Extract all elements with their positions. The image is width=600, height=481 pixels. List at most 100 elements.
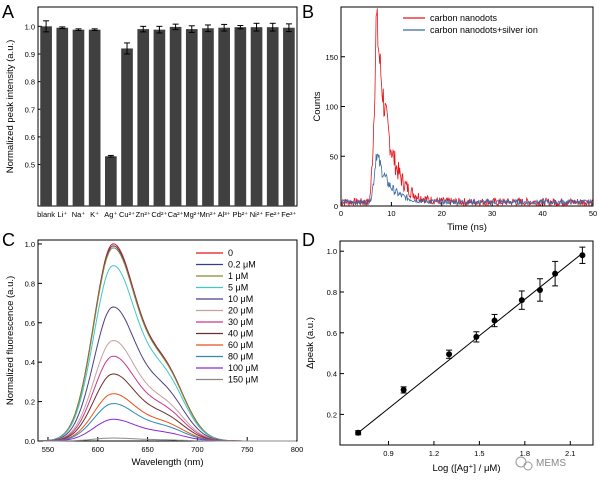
panel-a-bar [185, 29, 198, 206]
panel-a-category-label: Cd²⁺ [151, 210, 167, 219]
panel-b-xtick-label: 20 [438, 209, 446, 218]
panel-label-b: B [302, 2, 314, 22]
panel-a-bar [121, 48, 133, 207]
panel-c-emission-chart: 550 600 650 700 750 800 0.0 0.2 0.4 0.6 0.8 1.0 0 0.2… [5, 239, 303, 468]
panel-a-bar [202, 28, 214, 206]
panel-c-xtick-label: 550 [42, 445, 55, 454]
panel-a-category-label: Mg²⁺ [183, 210, 200, 219]
panel-d-data-point [355, 429, 362, 436]
panel-a-bar [56, 27, 69, 206]
panel-c-ytick-label: 0.4 [25, 358, 35, 367]
panel-a-category-label: Zn²⁺ [136, 210, 151, 219]
panel-a-category-label: Ag⁺ [104, 210, 117, 219]
panel-d-data-point [518, 297, 525, 304]
panel-c-xtick-label: 750 [241, 445, 254, 454]
panel-c-plot-frame [37, 239, 298, 442]
panel-d-xtick-label: 1.8 [520, 449, 530, 458]
panel-b-legend-label: carbon nanodots [430, 13, 498, 23]
panel-a-bar-chart: 0.5 0.6 0.7 0.8 0.9 1.0 blank Li⁺ Na⁺ K⁺ Ag⁺ Cu²⁺ Zn… [5, 6, 298, 219]
panel-c-ytick-label: 0.8 [25, 279, 35, 288]
panel-a-bar [234, 27, 247, 206]
panel-a-category-label: Li⁺ [57, 210, 67, 219]
watermark: MEMS [515, 456, 566, 471]
panel-c-legend-label: 0.2 μM [228, 260, 256, 270]
panel-d-xtick-label: 1.2 [429, 449, 439, 458]
panel-a-category-label: K⁺ [90, 210, 99, 219]
panel-c-ytick-label: 0.6 [25, 319, 35, 328]
panel-a-bar [72, 29, 85, 206]
panel-a-category-label: Na⁺ [72, 210, 86, 219]
panel-c-ytick-label: 0.0 [25, 437, 35, 446]
panel-d-data-point [536, 286, 543, 293]
panel-b-plot-frame [340, 6, 594, 207]
panel-a-category-label: Fe³⁺ [281, 210, 296, 219]
panel-c-legend-label: 5 μM [228, 283, 248, 293]
panel-c-series-line [42, 247, 296, 442]
panel-d-ytick-label: 1.0 [327, 247, 337, 256]
panel-d-ytick-label: 0.6 [327, 329, 337, 338]
panel-d-plot-frame [339, 240, 594, 446]
panel-label-c: C [2, 230, 15, 250]
panel-a-bar [218, 27, 230, 206]
panel-d-data-point [552, 270, 559, 277]
panel-b-ytick-label: 100 [325, 103, 338, 112]
panel-c-legend-label: 150 μM [228, 375, 258, 385]
panel-d-xtick-label: 0.9 [383, 449, 393, 458]
panel-c-legend-label: 80 μM [228, 352, 253, 362]
panel-c-legend-label: 40 μM [228, 329, 253, 339]
panel-d-ytick-label: 0.4 [327, 370, 337, 379]
panel-a-category-label: Fe²⁺ [265, 210, 280, 219]
panel-c-series-line [42, 245, 296, 442]
panel-c-legend-label: 100 μM [228, 363, 258, 373]
panel-a-ytick-label: 1.0 [25, 22, 35, 31]
panel-a-bar [137, 29, 150, 206]
panel-c-series-line [42, 265, 296, 442]
panel-c-legend-label: 60 μM [228, 340, 253, 350]
panel-a-plot-frame [37, 6, 298, 207]
panel-d-data-point [473, 333, 480, 340]
panel-b-ytick-label: 150 [325, 53, 338, 62]
panel-b-xtick-label: 0 [339, 209, 343, 218]
panel-a-bar [88, 29, 101, 206]
panel-b-decay-chart: 0 10 20 30 40 50 0 50 100 150 carbon nanodots carbo… [312, 6, 597, 233]
panel-d-ytick-label: 0.8 [327, 288, 337, 297]
panel-a-ytick-label: 0.5 [25, 161, 35, 170]
panel-b-legend-label: carbon nanodots+silver ion [430, 25, 538, 35]
panel-a-y-axis-title: Normalized peak intensity (a.u.) [5, 40, 16, 174]
panel-d-y-axis-title: Δpeak (a.u.) [305, 317, 316, 369]
panel-a-bar [266, 27, 279, 206]
panel-b-series-line [340, 8, 593, 207]
panel-d-data-point [446, 351, 453, 358]
panel-a-bar [153, 29, 166, 206]
panel-c-xtick-label: 700 [191, 445, 204, 454]
panel-b-xtick-label: 50 [589, 209, 597, 218]
panel-b-xtick-label: 10 [387, 209, 395, 218]
panel-d-x-axis-title: Log ([Ag⁺] / μM) [432, 463, 500, 474]
panel-b-series-line [340, 153, 593, 206]
panel-b-x-axis-title: Time (ns) [447, 222, 487, 233]
panel-a-ytick-label: 0.8 [25, 78, 35, 87]
panel-a-bar [283, 27, 295, 206]
panel-d-data-point [400, 386, 407, 393]
panel-d-xtick-label: 1.5 [474, 449, 484, 458]
panel-c-legend-label: 10 μM [228, 294, 253, 304]
panel-a-ytick-label: 0.7 [25, 105, 35, 114]
panel-c-xtick-label: 650 [141, 445, 154, 454]
panel-a-category-label: Ni²⁺ [250, 210, 264, 219]
panel-a-category-label: Mn²⁺ [200, 210, 217, 219]
panel-d-ytick-label: 0.2 [327, 410, 337, 419]
panel-a-category-label: Cu²⁺ [119, 210, 135, 219]
panel-b-ytick-label: 50 [330, 152, 338, 161]
panel-label-d: D [302, 230, 315, 250]
watermark-text: MEMS [536, 458, 566, 469]
panel-d-data-point [579, 252, 586, 259]
panel-c-legend-label: 1 μM [228, 271, 248, 281]
panel-a-ytick-label: 0.9 [25, 50, 35, 59]
panel-c-ytick-label: 1.0 [25, 240, 35, 249]
panel-c-legend-label: 0 [228, 248, 233, 258]
panel-b-y-axis-title: Counts [312, 91, 323, 121]
panel-c-x-axis-title: Wavelength (nm) [132, 457, 204, 468]
panel-c-series-line [42, 243, 296, 442]
panel-b-ytick-label: 0 [334, 202, 338, 211]
